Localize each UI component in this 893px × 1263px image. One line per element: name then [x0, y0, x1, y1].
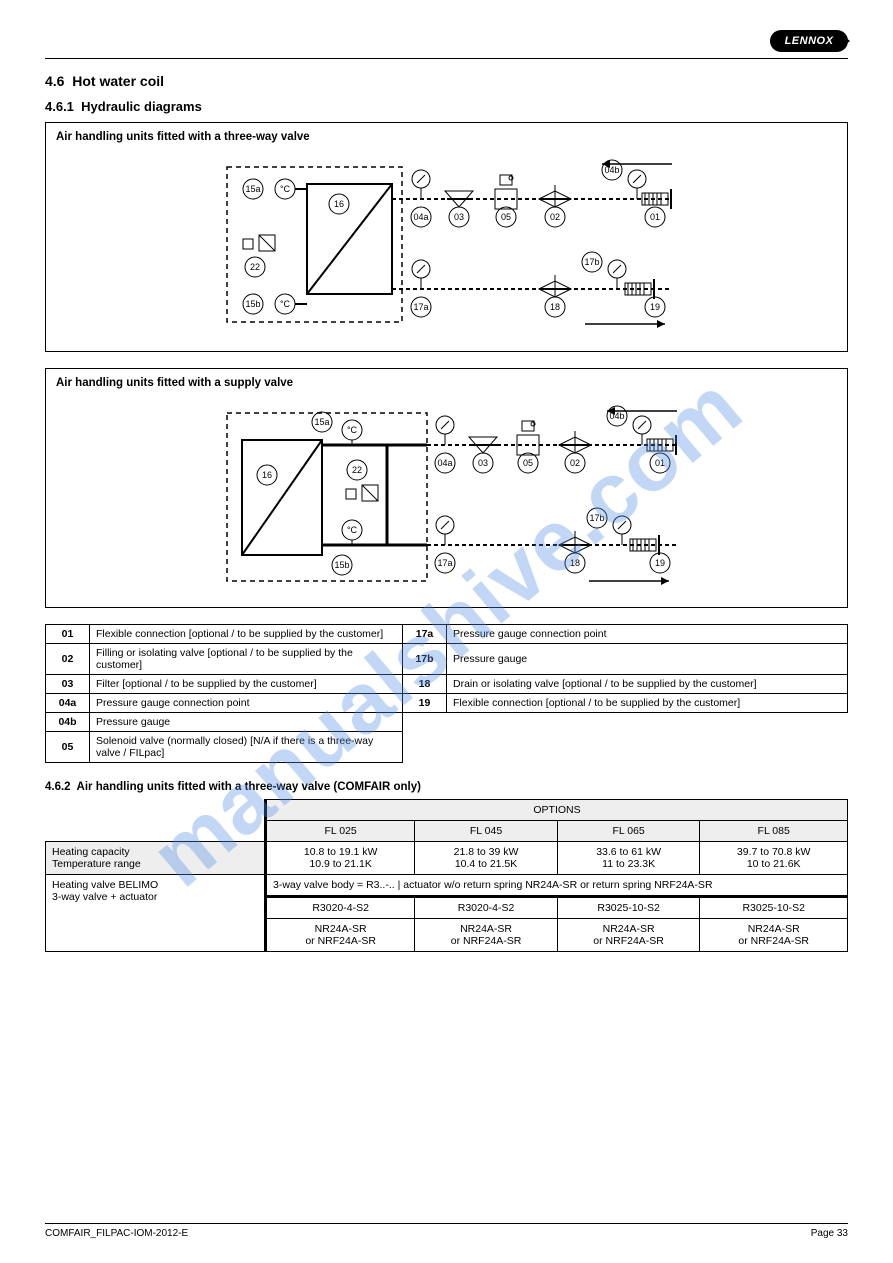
legend-code: 04b: [46, 713, 90, 732]
subsection-num: 4.6.1: [45, 99, 74, 114]
svg-text:01: 01: [649, 212, 659, 222]
footer-left: COMFAIR_FILPAC-IOM-2012-E: [45, 1228, 188, 1239]
svg-text:03: 03: [453, 212, 463, 222]
col-h: FL 025: [266, 821, 415, 842]
cell: NR24A-SR or NRF24A-SR: [266, 919, 415, 952]
row-h: Heating valve BELIMO 3-way valve + actua…: [46, 875, 266, 952]
svg-text:04a: 04a: [437, 458, 452, 468]
legend-text: Pressure gauge connection point: [447, 625, 848, 644]
subsection-text: Hydraulic diagrams: [81, 99, 202, 114]
legend-code: 18: [403, 675, 447, 694]
svg-text:15a: 15a: [314, 417, 329, 427]
brand-text: LENNOX: [785, 35, 834, 47]
svg-text:22: 22: [351, 465, 361, 475]
subsub-text: Air handling units fitted with a three-w…: [77, 781, 421, 793]
header: LENNOX: [45, 30, 848, 52]
brand-logo: LENNOX: [770, 30, 848, 52]
svg-text:°C: °C: [279, 184, 290, 194]
footer-right: Page 33: [811, 1228, 848, 1239]
svg-text:04a: 04a: [413, 212, 428, 222]
cell: R3020-4-S2: [415, 897, 558, 919]
svg-text:18: 18: [549, 302, 559, 312]
svg-text:19: 19: [654, 558, 664, 568]
svg-text:04b: 04b: [604, 165, 619, 175]
col-h: FL 045: [415, 821, 558, 842]
legend-code: 02: [46, 644, 90, 675]
footer: COMFAIR_FILPAC-IOM-2012-E Page 33: [45, 1223, 848, 1239]
svg-text:°C: °C: [346, 525, 357, 535]
cell: NR24A-SR or NRF24A-SR: [415, 919, 558, 952]
legend-text: Solenoid valve (normally closed) [N/A if…: [90, 732, 403, 763]
diagram-b-label: Air handling units fitted with a supply …: [56, 377, 837, 389]
svg-text:18: 18: [569, 558, 579, 568]
diagram-a-box: Air handling units fitted with a three-w…: [45, 122, 848, 352]
schematic-svg-a: 16 °C 15a °C 15b 22 04a 04b: [187, 149, 707, 339]
svg-text:02: 02: [549, 212, 559, 222]
legend-code: 04a: [46, 694, 90, 713]
legend-text: Flexible connection [optional / to be su…: [447, 694, 848, 713]
section-title: 4.6 Hot water coil: [45, 73, 848, 89]
svg-text:02: 02: [569, 458, 579, 468]
legend-text: Pressure gauge connection point: [90, 694, 403, 713]
cell: R3025-10-S2: [700, 897, 848, 919]
legend-code: 05: [46, 732, 90, 763]
svg-text:05: 05: [522, 458, 532, 468]
legend-text: Pressure gauge: [90, 713, 403, 732]
subsub-num: 4.6.2: [45, 781, 71, 793]
cell: 21.8 to 39 kW 10.4 to 21.5K: [415, 842, 558, 875]
cell: R3020-4-S2: [266, 897, 415, 919]
svg-text:16: 16: [261, 470, 271, 480]
diagram-b-schematic: 16 °C 15a 22 °C 15b: [56, 395, 837, 595]
legend-code: 03: [46, 675, 90, 694]
subsub-title: 4.6.2 Air handling units fitted with a t…: [45, 781, 848, 793]
svg-text:01: 01: [654, 458, 664, 468]
cell: 39.7 to 70.8 kW 10 to 21.6K: [700, 842, 848, 875]
legend-code: 17a: [403, 625, 447, 644]
section-h: 3-way valve body = R3..-.. | actuator w/…: [266, 875, 848, 897]
options-header: OPTIONS: [266, 800, 848, 821]
legend-text: Pressure gauge: [447, 644, 848, 675]
svg-text:22: 22: [249, 262, 259, 272]
diagram-b-box: Air handling units fitted with a supply …: [45, 368, 848, 608]
svg-text:°C: °C: [346, 425, 357, 435]
svg-text:15a: 15a: [245, 184, 260, 194]
legend-text: Filling or isolating valve [optional / t…: [90, 644, 403, 675]
legend-code: 17b: [403, 644, 447, 675]
col-h: FL 085: [700, 821, 848, 842]
svg-text:15b: 15b: [245, 299, 260, 309]
svg-text:°C: °C: [279, 299, 290, 309]
schematic-svg-b: 16 °C 15a 22 °C 15b: [187, 395, 707, 595]
svg-text:17a: 17a: [437, 558, 452, 568]
config-table: OPTIONS FL 025 FL 045 FL 065 FL 085 Heat…: [45, 799, 848, 952]
subsection-title: 4.6.1 Hydraulic diagrams: [45, 99, 848, 114]
header-rule: [45, 58, 848, 59]
legend-text: Drain or isolating valve [optional / to …: [447, 675, 848, 694]
legend-code: 01: [46, 625, 90, 644]
svg-text:16: 16: [333, 199, 343, 209]
col-h: FL 065: [557, 821, 700, 842]
svg-text:17b: 17b: [589, 513, 604, 523]
diagram-a-schematic: 16 °C 15a °C 15b 22 04a 04b: [56, 149, 837, 339]
svg-text:05: 05: [500, 212, 510, 222]
svg-text:15b: 15b: [334, 560, 349, 570]
svg-text:19: 19: [649, 302, 659, 312]
svg-text:04b: 04b: [609, 411, 624, 421]
legend-table: 01 Flexible connection [optional / to be…: [45, 624, 848, 763]
row-h: Heating capacity Temperature range: [46, 842, 266, 875]
cell: 33.6 to 61 kW 11 to 23.3K: [557, 842, 700, 875]
page: LENNOX 4.6 Hot water coil 4.6.1 Hydrauli…: [0, 0, 893, 972]
section-num: 4.6: [45, 73, 64, 89]
cell: 10.8 to 19.1 kW 10.9 to 21.1K: [266, 842, 415, 875]
svg-text:17a: 17a: [413, 302, 428, 312]
legend-text: Flexible connection [optional / to be su…: [90, 625, 403, 644]
svg-text:17b: 17b: [584, 257, 599, 267]
svg-text:03: 03: [477, 458, 487, 468]
section-text: Hot water coil: [72, 73, 164, 89]
legend-code: 19: [403, 694, 447, 713]
diagram-a-label: Air handling units fitted with a three-w…: [56, 131, 837, 143]
cell: R3025-10-S2: [557, 897, 700, 919]
cell: NR24A-SR or NRF24A-SR: [700, 919, 848, 952]
legend-text: Filter [optional / to be supplied by the…: [90, 675, 403, 694]
cell: NR24A-SR or NRF24A-SR: [557, 919, 700, 952]
